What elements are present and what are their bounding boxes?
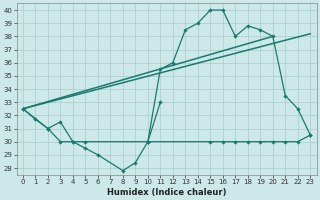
X-axis label: Humidex (Indice chaleur): Humidex (Indice chaleur) [107,188,226,197]
